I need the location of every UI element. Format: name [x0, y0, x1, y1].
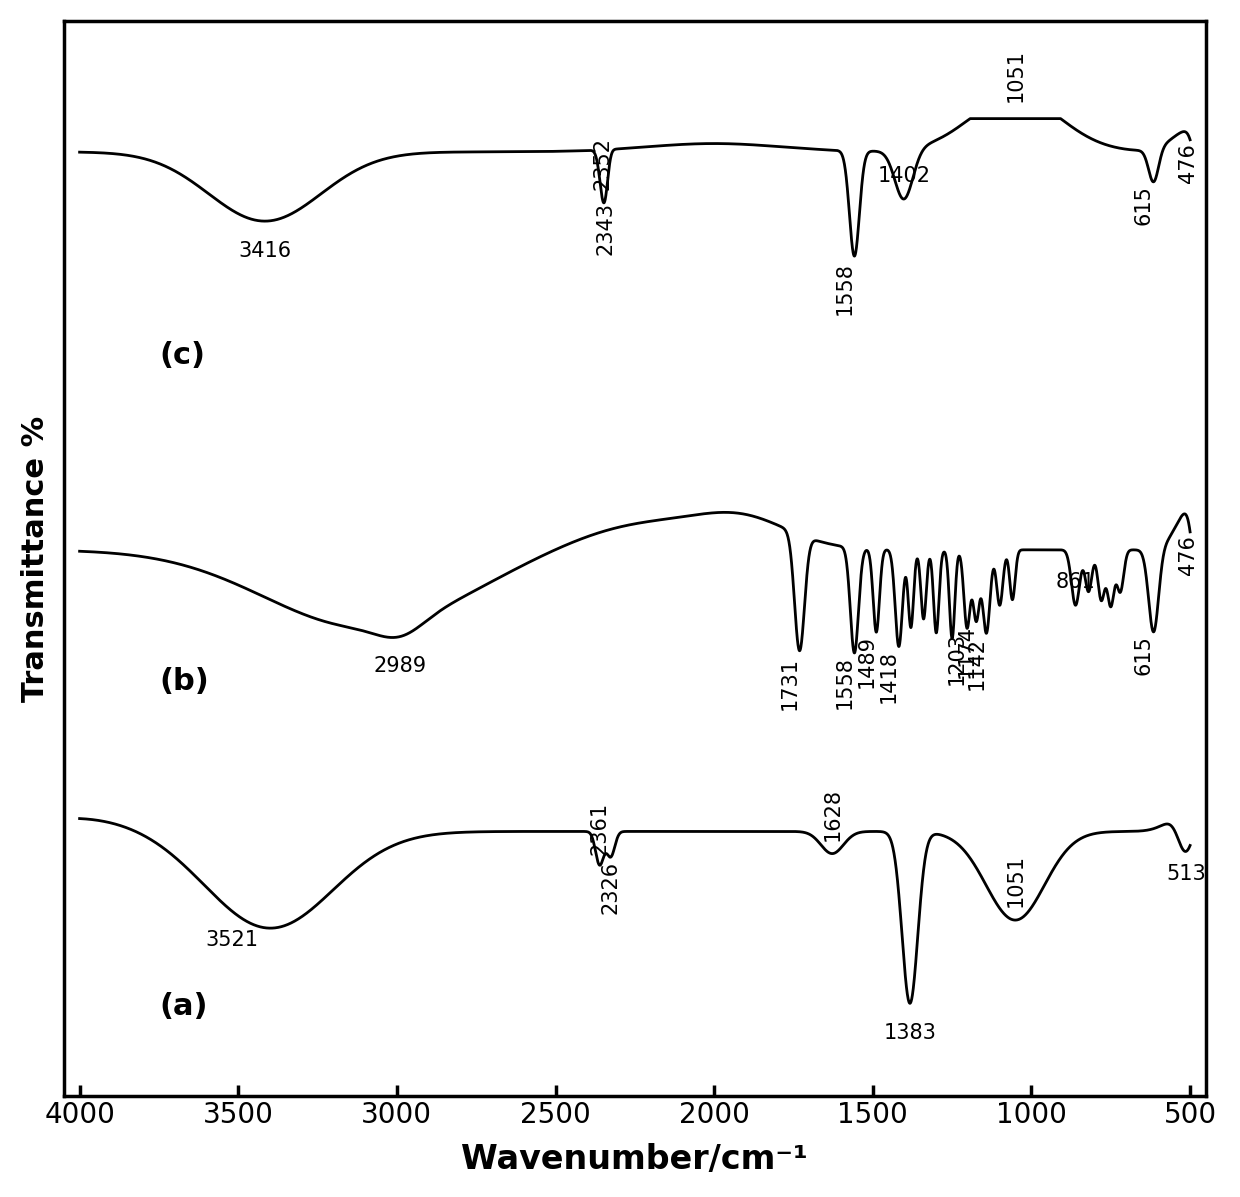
Text: (c): (c) — [159, 341, 205, 370]
Text: 2343: 2343 — [595, 201, 615, 255]
Y-axis label: Transmittance %: Transmittance % — [21, 415, 50, 701]
Text: 861: 861 — [1055, 572, 1095, 593]
Text: 2361: 2361 — [589, 802, 610, 856]
Text: 1418: 1418 — [879, 650, 899, 703]
Text: 2352: 2352 — [593, 136, 613, 190]
Text: 476: 476 — [1178, 142, 1198, 183]
Text: 1051: 1051 — [1006, 49, 1025, 102]
Text: 1142: 1142 — [966, 637, 986, 689]
Text: 1402: 1402 — [878, 166, 930, 186]
Text: 3416: 3416 — [238, 241, 291, 261]
Text: (a): (a) — [159, 992, 207, 1021]
Text: 1174: 1174 — [956, 625, 976, 678]
Text: 513: 513 — [1166, 864, 1205, 885]
Text: 1558: 1558 — [835, 656, 854, 709]
Text: 615: 615 — [1133, 636, 1153, 675]
Text: 1731: 1731 — [780, 657, 800, 710]
Text: 1489: 1489 — [857, 636, 877, 688]
Text: 1203: 1203 — [947, 632, 967, 685]
Text: 3521: 3521 — [205, 930, 258, 950]
Text: 476: 476 — [1178, 535, 1198, 575]
Text: 1558: 1558 — [835, 262, 854, 316]
X-axis label: Wavenumber/cm⁻¹: Wavenumber/cm⁻¹ — [461, 1143, 808, 1177]
Text: 2326: 2326 — [600, 861, 621, 913]
Text: 1628: 1628 — [822, 788, 842, 840]
Text: 1383: 1383 — [883, 1023, 936, 1043]
Text: 2989: 2989 — [373, 656, 427, 676]
Text: 1051: 1051 — [1006, 853, 1025, 907]
Text: (b): (b) — [159, 667, 208, 695]
Text: 615: 615 — [1133, 186, 1153, 225]
